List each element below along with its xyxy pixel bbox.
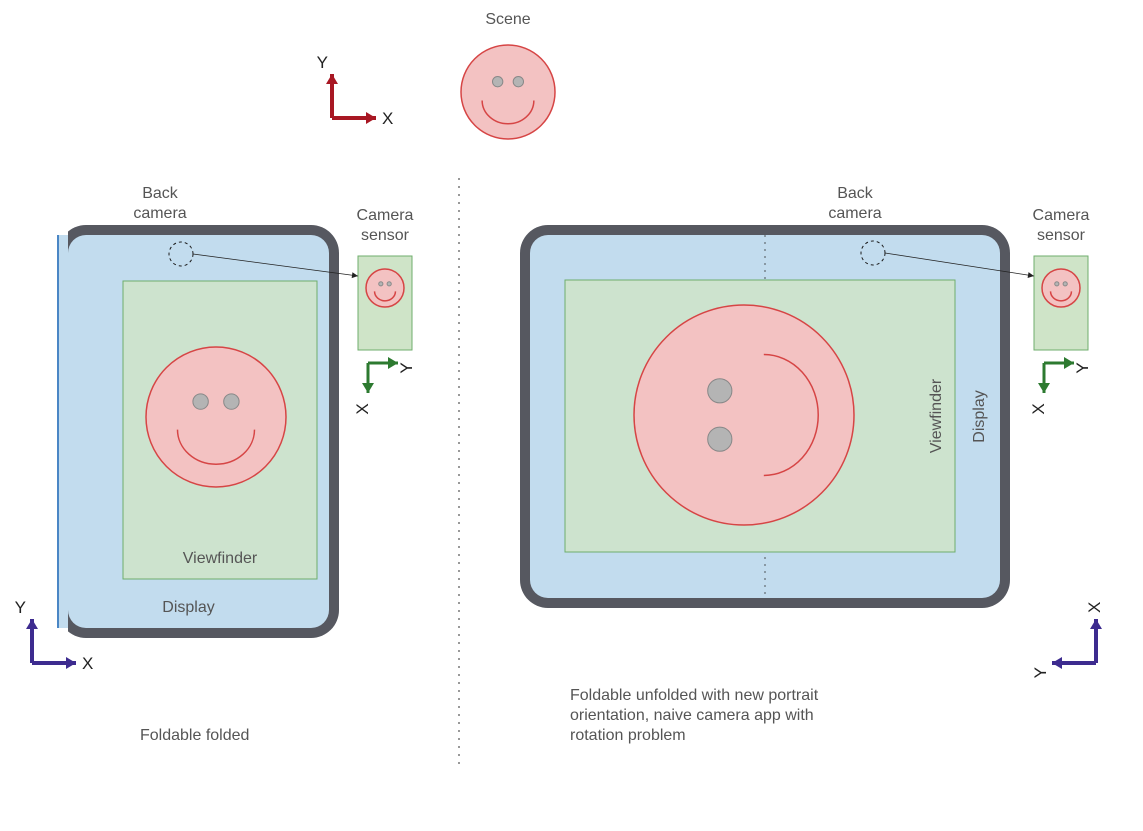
- left-lens-arrowhead: [352, 272, 358, 278]
- right-display-label: Display: [971, 390, 988, 442]
- back-camera-label-left: Back: [142, 185, 179, 202]
- right-caption-2: orientation, naive camera app with: [570, 707, 814, 724]
- left-device-display-ext: [58, 235, 68, 628]
- left-sensor-face: [366, 269, 404, 307]
- left-device-axis-x-head: [66, 657, 76, 669]
- left-viewfinder-face: [146, 347, 286, 487]
- scene-axis-y-label: Y: [317, 53, 328, 72]
- right-sensor-axis-x-head: [1038, 383, 1050, 393]
- scene-face: [461, 45, 555, 139]
- camera-sensor-label-right-2: sensor: [1037, 227, 1086, 244]
- right-lens-arrowhead: [1028, 272, 1034, 278]
- camera-sensor-label-left: Camera: [357, 207, 414, 224]
- left-device-x-label: X: [82, 654, 93, 673]
- right-viewfinder-face: [634, 305, 854, 525]
- scene-label: Scene: [485, 11, 530, 28]
- scene-axis-y-head: [326, 74, 338, 84]
- camera-sensor-label-right: Camera: [1033, 207, 1090, 224]
- back-camera-label-right: Back: [837, 185, 874, 202]
- left-viewfinder-label: Viewfinder: [183, 550, 258, 567]
- scene-axis-x-head: [366, 112, 376, 124]
- right-device-axis-x-head: [1090, 619, 1102, 629]
- left-device-axis-y-head: [26, 619, 38, 629]
- right-sensor-face: [1042, 269, 1080, 307]
- right-device-y-label: Y: [1031, 667, 1050, 678]
- left-sensor-axis-x-head: [362, 383, 374, 393]
- right-caption-3: rotation problem: [570, 727, 686, 744]
- left-caption: Foldable folded: [140, 727, 249, 744]
- left-display-label: Display: [162, 599, 214, 616]
- right-sensor-x-label: X: [1029, 403, 1048, 414]
- right-caption-1: Foldable unfolded with new portrait: [570, 687, 819, 704]
- right-viewfinder-label: Viewfinder: [928, 378, 945, 453]
- back-camera-label-right-2: camera: [828, 205, 881, 222]
- right-device-axis-y-head: [1052, 657, 1062, 669]
- left-device-y-label: Y: [15, 598, 26, 617]
- camera-sensor-label-left-2: sensor: [361, 227, 410, 244]
- left-sensor-x-label: X: [353, 403, 372, 414]
- left-sensor-y-label: Y: [397, 362, 416, 373]
- scene-axis-x-label: X: [382, 109, 393, 128]
- back-camera-label-left-2: camera: [133, 205, 186, 222]
- diagram-root: Scene Y X Back camera Camera sensor Y X Viewfinde…: [0, 0, 1143, 831]
- right-device-x-label: X: [1085, 602, 1104, 613]
- right-sensor-y-label: Y: [1073, 362, 1092, 373]
